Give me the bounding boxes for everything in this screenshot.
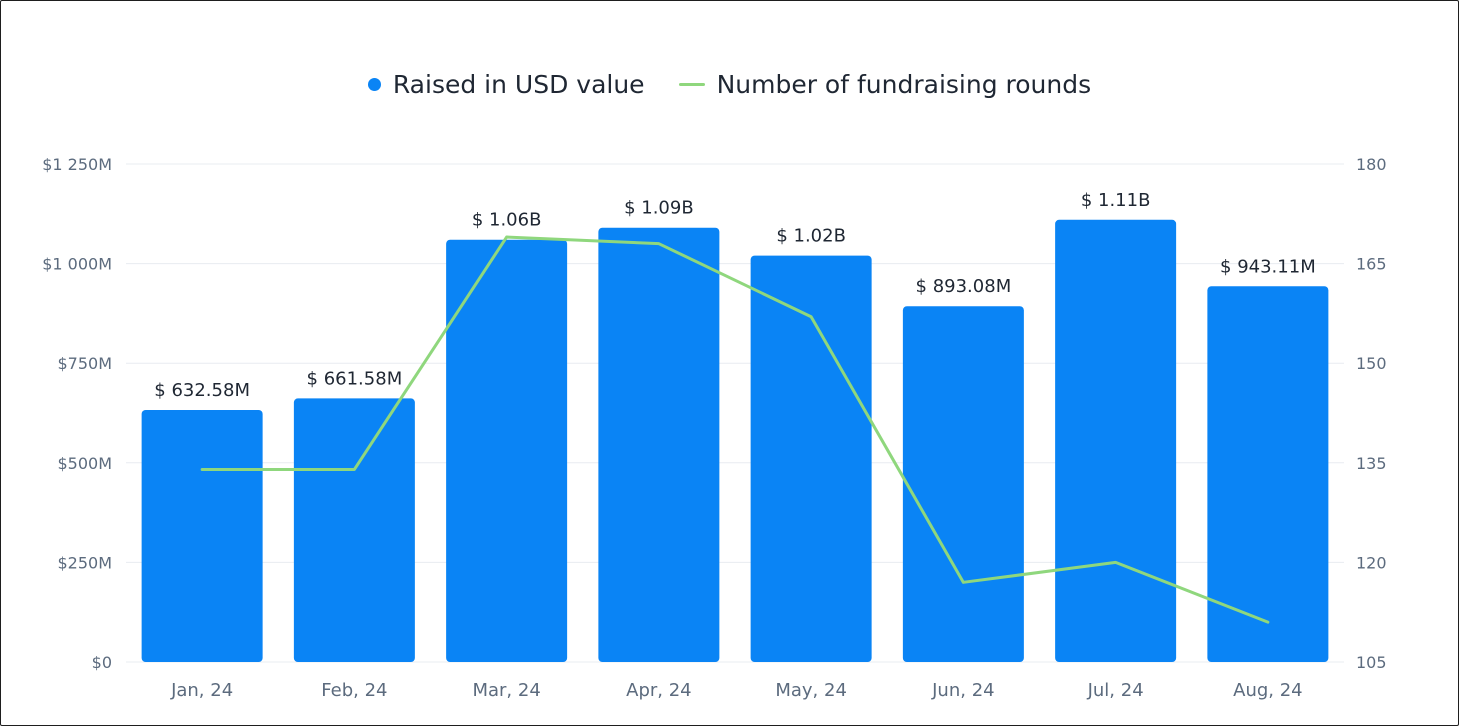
- bar: [598, 227, 720, 662]
- y-right-tick-label: 180: [1356, 155, 1387, 174]
- x-tick-label: Mar, 24: [472, 680, 540, 701]
- x-tick-label: Jun, 24: [931, 680, 994, 701]
- bar-data-label: $ 1.11B: [1081, 190, 1151, 211]
- bar: [446, 239, 568, 663]
- y-left-tick-label: $0: [92, 653, 112, 672]
- y-right-tick-label: 165: [1356, 255, 1387, 274]
- x-tick-label: Feb, 24: [321, 680, 387, 701]
- y-left-tick-label: $1 000M: [42, 255, 112, 274]
- bar: [293, 398, 415, 662]
- y-left-tick-label: $500M: [57, 454, 112, 473]
- legend-item-rounds[interactable]: Number of fundraising rounds: [678, 69, 1092, 99]
- bar: [141, 409, 263, 662]
- bar-data-label: $ 632.58M: [154, 380, 250, 401]
- bar-data-label: $ 943.11M: [1220, 256, 1316, 277]
- bar-data-label: $ 1.09B: [624, 198, 694, 219]
- legend-line-icon: [678, 82, 705, 86]
- y-right-tick-label: 150: [1356, 354, 1387, 373]
- rounds-line: [200, 235, 1270, 624]
- legend-dot-icon: [367, 77, 381, 91]
- legend-label-rounds: Number of fundraising rounds: [716, 69, 1092, 99]
- y-right-tick-label: 135: [1356, 454, 1387, 473]
- bar-data-label: $ 1.02B: [776, 226, 846, 247]
- bar: [750, 255, 872, 662]
- legend-item-raised[interactable]: Raised in USD value: [367, 69, 645, 99]
- y-left-tick-label: $250M: [57, 553, 112, 572]
- y-right-tick-label: 120: [1356, 553, 1387, 572]
- x-tick-label: Jul, 24: [1087, 680, 1144, 701]
- bar-data-label: $ 1.06B: [472, 210, 542, 231]
- x-tick-label: Jan, 24: [170, 680, 233, 701]
- bar-data-label: $ 661.58M: [307, 368, 403, 389]
- bar: [1055, 219, 1177, 662]
- bar: [902, 306, 1024, 662]
- x-tick-label: Apr, 24: [626, 680, 692, 701]
- y-left-tick-label: $750M: [57, 354, 112, 373]
- bar-data-label: $ 893.08M: [916, 276, 1012, 297]
- x-tick-label: May, 24: [775, 680, 847, 701]
- x-tick-label: Aug, 24: [1233, 680, 1303, 701]
- legend-label-raised: Raised in USD value: [392, 69, 645, 99]
- y-left-tick-label: $1 250M: [42, 155, 112, 174]
- y-right-tick-label: 105: [1356, 653, 1387, 672]
- chart-legend: Raised in USD value Number of fundraisin…: [0, 64, 1459, 104]
- bar: [1207, 286, 1329, 662]
